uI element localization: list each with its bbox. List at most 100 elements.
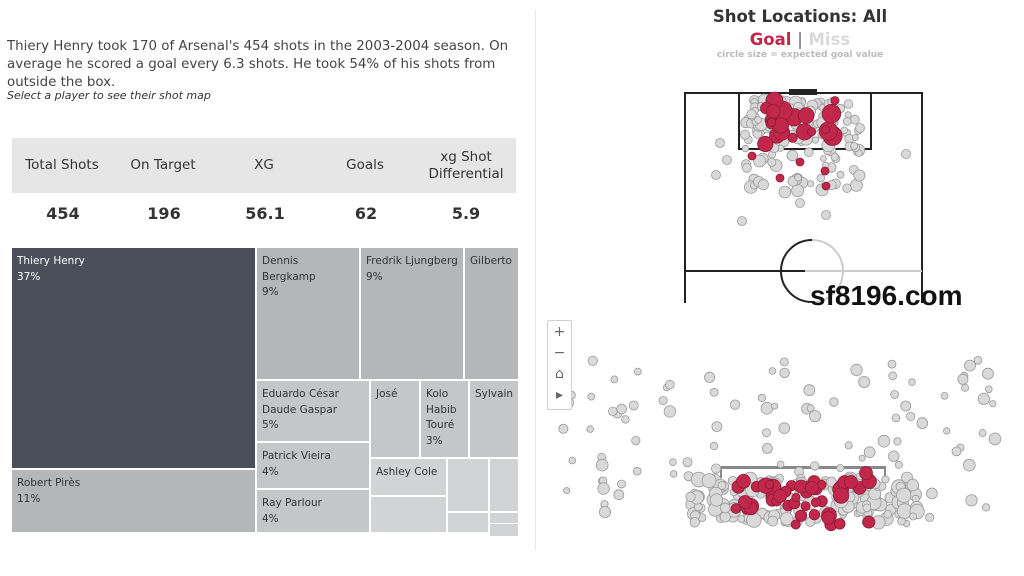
miss-shot-dot[interactable] [779, 367, 790, 379]
miss-shot-dot[interactable] [757, 393, 767, 402]
legend-miss[interactable]: Miss [808, 30, 851, 49]
goal-shot-dot[interactable] [795, 157, 805, 167]
miss-shot-dot[interactable] [586, 425, 594, 433]
treemap-tile-dennis-bergkamp[interactable]: Dennis Bergkamp 9% [256, 247, 360, 380]
miss-shot-dot[interactable] [709, 441, 719, 451]
treemap-tile-other[interactable] [489, 458, 519, 512]
zoom-play-icon[interactable]: ▸ [555, 386, 564, 403]
miss-shot-dot[interactable] [877, 434, 891, 448]
miss-shot-dot[interactable] [587, 355, 598, 366]
miss-shot-dot[interactable] [891, 413, 901, 423]
miss-shot-dot[interactable] [711, 170, 721, 180]
goal-shot-dot[interactable] [790, 519, 801, 530]
miss-shot-dot[interactable] [940, 391, 949, 400]
miss-shot-dot[interactable] [888, 450, 900, 462]
miss-shot-dot[interactable] [894, 460, 903, 469]
miss-shot-dot[interactable] [984, 385, 993, 394]
goal-shot-dot[interactable] [794, 509, 808, 522]
miss-shot-dot[interactable] [901, 149, 911, 159]
goal-shot-dot[interactable] [800, 501, 811, 512]
goal-shot-dot[interactable] [810, 497, 821, 508]
goal-shot-dot[interactable] [736, 473, 751, 489]
miss-shot-dot[interactable] [633, 367, 642, 376]
miss-shot-dot[interactable] [973, 355, 983, 365]
miss-shot-dot[interactable] [778, 185, 792, 199]
miss-shot-dot[interactable] [715, 138, 725, 148]
miss-shot-dot[interactable] [809, 410, 822, 423]
miss-shot-dot[interactable] [926, 487, 938, 500]
miss-shot-dot[interactable] [842, 183, 852, 193]
miss-shot-dot[interactable] [704, 371, 716, 383]
miss-shot-dot[interactable] [610, 375, 619, 384]
miss-shot-dot[interactable] [840, 126, 848, 134]
miss-shot-dot[interactable] [829, 397, 839, 407]
miss-shot-dot[interactable] [563, 487, 571, 495]
miss-shot-dot[interactable] [851, 133, 859, 141]
goal-shot-dot[interactable] [805, 481, 819, 495]
miss-shot-dot[interactable] [613, 489, 625, 501]
miss-shot-dot[interactable] [951, 446, 962, 457]
treemap-tile-sylvain[interactable]: Sylvain [469, 380, 519, 458]
miss-shot-dot[interactable] [740, 129, 751, 140]
miss-shot-dot[interactable] [964, 359, 976, 372]
miss-shot-dot[interactable] [709, 493, 724, 507]
miss-shot-dot[interactable] [746, 109, 757, 120]
miss-shot-dot[interactable] [836, 170, 845, 179]
miss-shot-dot[interactable] [658, 396, 668, 406]
miss-shot-dot[interactable] [682, 457, 693, 468]
goal-shot-dot[interactable] [730, 503, 742, 514]
miss-shot-dot[interactable] [850, 142, 858, 150]
goal-shot-dot[interactable] [821, 511, 836, 525]
miss-shot-dot[interactable] [722, 155, 732, 165]
miss-shot-dot[interactable] [893, 437, 902, 446]
miss-shot-dot[interactable] [599, 505, 612, 518]
miss-shot-dot[interactable] [754, 116, 762, 124]
goal-shot-dot[interactable] [821, 103, 842, 124]
miss-shot-dot[interactable] [616, 403, 627, 415]
goal-shot-dot[interactable] [807, 127, 817, 137]
miss-shot-dot[interactable] [780, 357, 789, 367]
miss-shot-dot[interactable] [663, 405, 677, 418]
miss-shot-dot[interactable] [778, 422, 791, 435]
miss-shot-dot[interactable] [830, 152, 839, 161]
goal-shot-dot[interactable] [832, 487, 850, 504]
miss-shot-dot[interactable] [776, 460, 785, 469]
miss-shot-dot[interactable] [989, 400, 997, 408]
miss-shot-dot[interactable] [760, 401, 774, 415]
miss-shot-dot[interactable] [858, 454, 866, 462]
miss-shot-dot[interactable] [908, 378, 916, 386]
miss-shot-dot[interactable] [621, 415, 630, 424]
legend-goal[interactable]: Goal [749, 30, 792, 49]
goal-shot-dot[interactable] [808, 509, 821, 521]
miss-shot-dot[interactable] [807, 180, 815, 188]
miss-shot-dot[interactable] [855, 123, 865, 133]
miss-shot-dot[interactable] [957, 373, 969, 385]
miss-shot-dot[interactable] [909, 512, 917, 521]
zoom-out-button[interactable]: − [553, 344, 566, 361]
goal-shot-dot[interactable] [764, 479, 774, 490]
miss-shot-dot[interactable] [906, 411, 916, 421]
miss-shot-dot[interactable] [737, 515, 746, 523]
miss-shot-dot[interactable] [883, 509, 892, 519]
miss-shot-dot[interactable] [757, 179, 769, 191]
treemap-tile-other[interactable] [370, 496, 447, 533]
treemap-tile-fredrik-ljungberg[interactable]: Fredrik Ljungberg 9% [360, 247, 464, 380]
goal-shot-dot[interactable] [798, 107, 815, 124]
miss-shot-dot[interactable] [786, 149, 799, 162]
miss-shot-dot[interactable] [977, 392, 991, 405]
miss-shot-dot[interactable] [981, 503, 991, 512]
miss-shot-dot[interactable] [741, 144, 750, 153]
miss-shot-dot[interactable] [597, 482, 610, 495]
miss-shot-dot[interactable] [965, 494, 978, 507]
zoom-home-icon[interactable]: ⌂ [555, 365, 564, 382]
miss-shot-dot[interactable] [888, 371, 898, 381]
treemap-tile-thiery-henry[interactable]: Thiery Henry 37% [11, 247, 256, 469]
miss-shot-dot[interactable] [842, 117, 852, 126]
miss-shot-dot[interactable] [794, 173, 802, 182]
miss-shot-dot[interactable] [670, 470, 678, 478]
miss-shot-dot[interactable] [849, 114, 860, 125]
miss-shot-dot[interactable] [710, 463, 722, 474]
goal-shot-dot[interactable] [775, 173, 785, 183]
goal-shot-dot[interactable] [766, 117, 777, 127]
treemap-tile-eduardo-gaspar[interactable]: Eduardo César Daude Gaspar 5% [256, 380, 370, 442]
